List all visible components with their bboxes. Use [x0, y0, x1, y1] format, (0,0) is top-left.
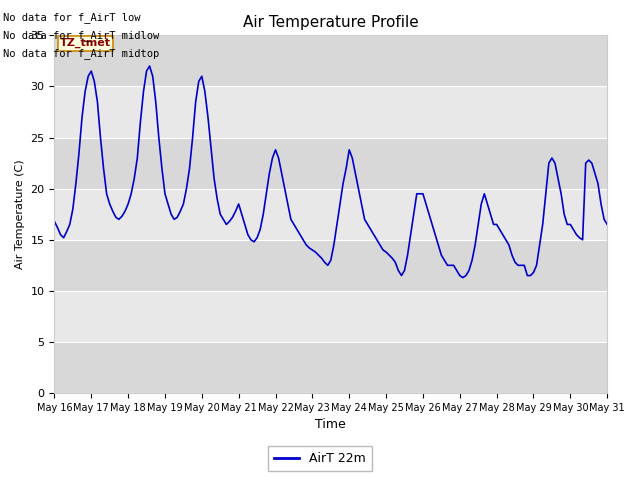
- Bar: [54, 240, 607, 291]
- Text: No data for f_AirT midtop: No data for f_AirT midtop: [3, 48, 159, 60]
- Title: Air Temperature Profile: Air Temperature Profile: [243, 15, 419, 30]
- Bar: [54, 291, 607, 342]
- Text: No data for f_AirT low: No data for f_AirT low: [3, 12, 141, 23]
- Bar: [54, 189, 607, 240]
- Y-axis label: Air Temperature (C): Air Temperature (C): [15, 159, 25, 269]
- Bar: [54, 342, 607, 393]
- Bar: [54, 36, 607, 86]
- X-axis label: Time: Time: [316, 419, 346, 432]
- Text: No data for f_AirT midlow: No data for f_AirT midlow: [3, 30, 159, 41]
- Bar: [54, 138, 607, 189]
- Legend: AirT 22m: AirT 22m: [268, 446, 372, 471]
- Bar: [54, 86, 607, 138]
- Text: TZ_tmet: TZ_tmet: [60, 38, 111, 48]
